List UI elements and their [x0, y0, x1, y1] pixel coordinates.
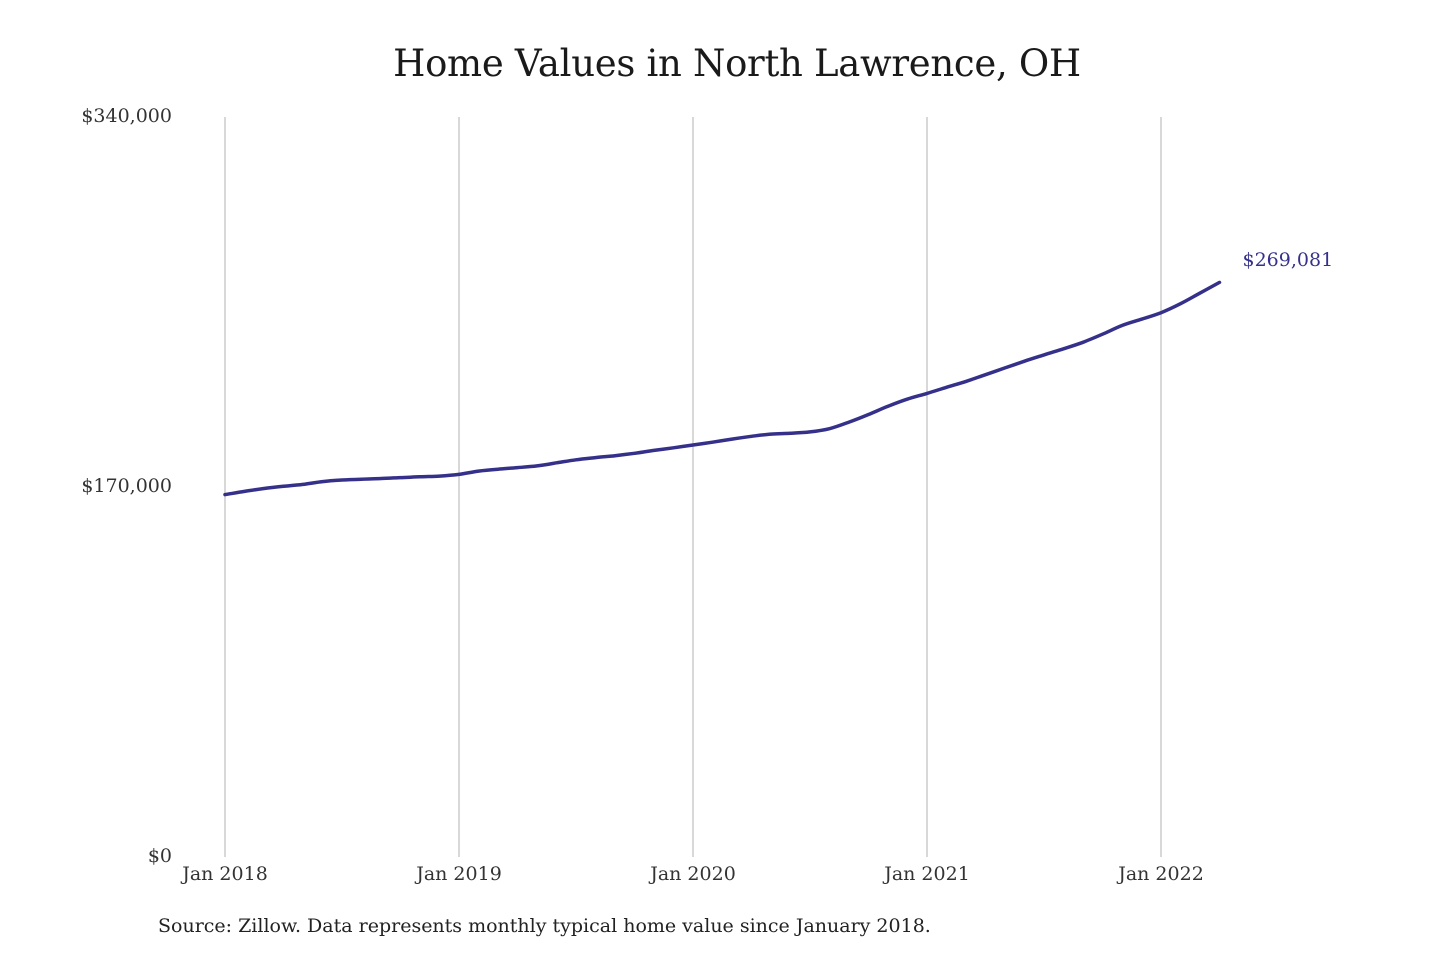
data-labels: $269,081: [1243, 249, 1334, 271]
y-tick-label: $340,000: [81, 105, 172, 127]
x-tick-label: Jan 2018: [180, 863, 268, 885]
y-axis-ticks: $0 $170,000 $340,000: [81, 105, 172, 867]
chart-title: Home Values in North Lawrence, OH: [393, 42, 1081, 85]
x-tick-label: Jan 2021: [882, 863, 970, 885]
x-tick-label: Jan 2020: [648, 863, 736, 885]
x-tick-label: Jan 2022: [1116, 863, 1204, 885]
x-axis-ticks: Jan 2018 Jan 2019 Jan 2020 Jan 2021 Jan 2022: [180, 863, 1204, 885]
series-layer: [223, 280, 1222, 497]
y-tick-label: $0: [148, 845, 172, 867]
source-note: Source: Zillow. Data represents monthly …: [158, 915, 931, 937]
series-line-0: [223, 280, 1222, 497]
y-tick-label: $170,000: [81, 475, 172, 497]
gridlines: [224, 117, 1162, 857]
x-tick-label: Jan 2019: [414, 863, 502, 885]
end-value-label: $269,081: [1243, 249, 1334, 271]
